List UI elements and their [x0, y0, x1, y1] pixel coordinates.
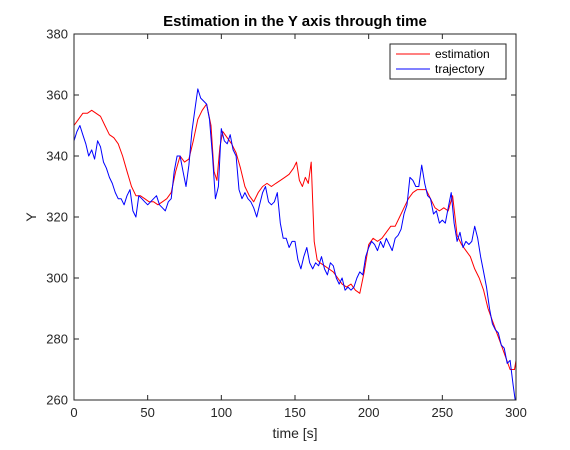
x-tick-label: 50	[140, 405, 154, 420]
legend-box	[389, 43, 507, 80]
y-tick-label: 260	[46, 393, 68, 408]
x-tick-label: 100	[210, 405, 232, 420]
x-tick-label: 300	[505, 405, 527, 420]
y-tick-label: 360	[46, 88, 68, 103]
axes-group: 0 50 100 150 200 250 300 260 280 300 320 340 360 380	[46, 27, 527, 421]
chart-title: Estimation in the Y axis through time	[163, 13, 427, 30]
x-tick-label: 0	[70, 405, 77, 420]
series-group	[74, 88, 516, 400]
legend-label-estimation: estimation	[435, 47, 490, 61]
x-tick-label: 250	[431, 405, 453, 420]
legend-label-trajectory: trajectory	[435, 62, 484, 76]
x-tick-label: 200	[358, 405, 380, 420]
y-tick-label: 320	[46, 210, 68, 225]
y-tick-label: 340	[46, 149, 68, 164]
x-tick-label: 150	[284, 405, 306, 420]
y-axis-label: Y	[23, 212, 39, 222]
plot-area	[74, 34, 516, 400]
x-axis-label: time [s]	[272, 425, 317, 441]
series-line-estimation	[74, 103, 516, 370]
y-tick-label: 380	[46, 27, 68, 42]
y-tick-label: 300	[46, 271, 68, 286]
series-line-trajectory	[74, 88, 516, 400]
y-tick-label: 280	[46, 332, 68, 347]
